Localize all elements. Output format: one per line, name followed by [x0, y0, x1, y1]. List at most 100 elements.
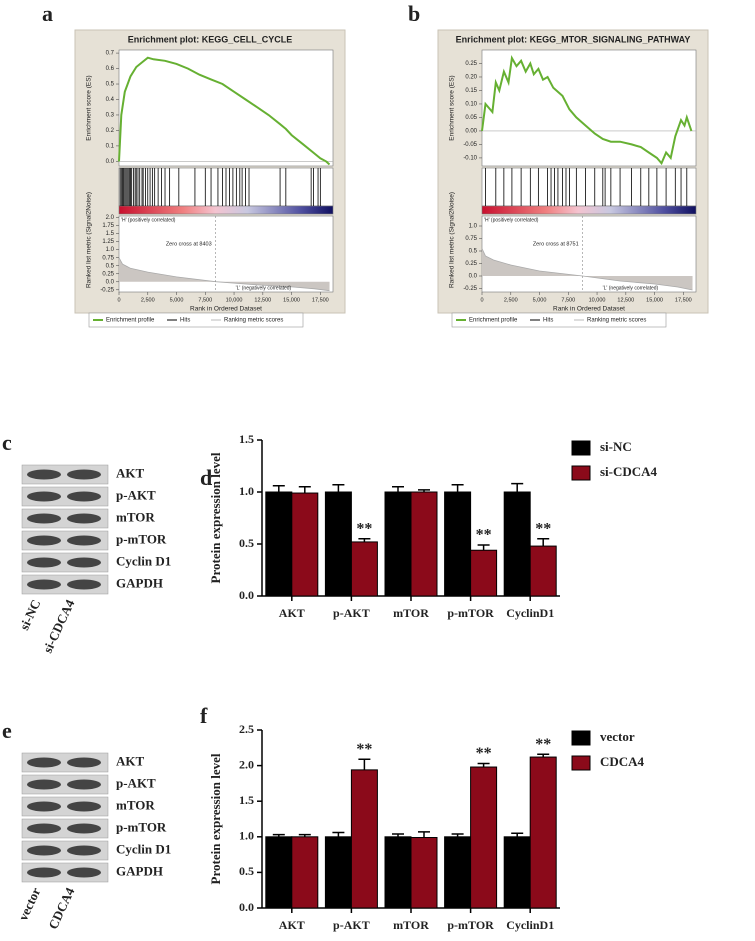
- x-tick-label: 5,000: [170, 297, 184, 303]
- significance: **: [356, 520, 372, 537]
- error-bar: [511, 482, 524, 492]
- y-tick-label: 1.75: [102, 223, 114, 229]
- blot-band: [67, 823, 101, 834]
- error-bar: [451, 833, 464, 837]
- blot-band: [27, 801, 61, 812]
- legend-swatch: [571, 730, 591, 746]
- band-label: Cyclin D1: [116, 553, 171, 568]
- y-tick-label: 1.25: [102, 239, 114, 245]
- bar: [444, 836, 472, 909]
- x-tick-label: 15,000: [646, 297, 663, 303]
- blot-band: [27, 845, 61, 856]
- y-tick-label: 1.5: [239, 432, 254, 446]
- chart-title: Enrichment plot: KEGG_MTOR_SIGNALING_PAT…: [456, 34, 691, 44]
- error-bar: [511, 832, 524, 837]
- x-axis-label: Rank in Ordered Dataset: [553, 306, 625, 313]
- blot-band: [27, 469, 61, 480]
- x-tick-label: 17,500: [312, 297, 329, 303]
- x-tick-label: 0: [117, 297, 120, 303]
- significance: **: [356, 741, 372, 758]
- bar: [350, 769, 378, 909]
- y-tick-label: 0.5: [239, 536, 254, 550]
- blot-band: [67, 469, 101, 480]
- blot-band: [27, 867, 61, 878]
- blot-band: [27, 557, 61, 568]
- legend-label: Hits: [543, 318, 553, 324]
- error-bar: [358, 758, 371, 770]
- x-tick-label: CyclinD1: [506, 606, 554, 620]
- bar: [529, 545, 557, 597]
- y-tick-label: 2.0: [239, 757, 254, 771]
- panel-letter: f: [200, 703, 208, 728]
- significance: **: [535, 520, 551, 537]
- panel-letter: a: [42, 1, 53, 26]
- x-tick-label: p-mTOR: [447, 918, 494, 932]
- y-tick-label: 0.0: [239, 588, 254, 602]
- bar: [470, 549, 498, 597]
- y-tick-label: 1.5: [239, 793, 254, 807]
- y-tick-label: 1.0: [106, 247, 115, 253]
- y-tick-label: 0.25: [465, 261, 477, 267]
- y-tick-label: 0.00: [465, 129, 477, 135]
- blot-band: [67, 491, 101, 502]
- y-axis-label: Protein expression level: [208, 753, 223, 884]
- x-tick-label: p-AKT: [333, 918, 370, 932]
- bar: [350, 541, 378, 597]
- metric-line: [481, 248, 693, 291]
- lane-label: CDCA4: [45, 885, 77, 932]
- hits-area: [481, 167, 697, 207]
- significance: **: [535, 736, 551, 753]
- error-bar: [537, 538, 550, 547]
- band-label: Cyclin D1: [116, 841, 171, 856]
- y-tick-label: 0.6: [106, 66, 115, 72]
- zero-cross-label: Zero cross at 8403: [166, 241, 212, 247]
- band-label: GAPDH: [116, 575, 163, 590]
- y-tick-label: 0.15: [465, 88, 477, 94]
- x-tick-label: 7,500: [561, 297, 575, 303]
- enrichment-curve: [118, 56, 331, 166]
- y-axis-label: Ranked list metric (Signal2Noise): [449, 192, 456, 288]
- x-tick-label: AKT: [279, 606, 305, 620]
- y-tick-label: 0.0: [106, 279, 115, 285]
- band-label: mTOR: [116, 797, 155, 812]
- bar: [410, 491, 438, 597]
- legend-label: vector: [600, 729, 635, 744]
- x-tick-label: CyclinD1: [506, 918, 554, 932]
- legend-label: si-CDCA4: [600, 464, 658, 479]
- error-bar: [332, 483, 345, 492]
- band-label: AKT: [116, 753, 145, 768]
- band-label: p-mTOR: [116, 819, 167, 834]
- rank-strip: [481, 205, 697, 215]
- blot-band: [27, 757, 61, 768]
- bar: [384, 491, 412, 597]
- y-tick-label: 2.5: [239, 722, 254, 736]
- bar: [265, 836, 293, 909]
- y-tick-label: -0.05: [463, 142, 477, 148]
- legend-swatch: [571, 440, 591, 456]
- legend-label: Ranking metric scores: [587, 318, 646, 324]
- error-bar: [477, 544, 490, 551]
- blot-band: [67, 579, 101, 590]
- enrichment-curve: [481, 55, 693, 166]
- y-tick-label: 0.75: [465, 236, 477, 242]
- error-bar: [418, 489, 430, 492]
- y-tick-label: 0.5: [106, 263, 115, 269]
- band-label: p-mTOR: [116, 531, 167, 546]
- y-tick-label: -0.10: [463, 155, 477, 161]
- pos-label: 'H' (positively correlated): [121, 217, 176, 223]
- legend-label: CDCA4: [600, 754, 645, 769]
- bar: [384, 836, 412, 909]
- band-label: AKT: [116, 465, 145, 480]
- y-tick-label: 0.0: [469, 274, 478, 280]
- x-tick-label: 12,500: [254, 297, 271, 303]
- blot-band: [27, 535, 61, 546]
- y-tick-label: 0.1: [106, 143, 115, 149]
- y-tick-label: 1.0: [239, 829, 254, 843]
- bar: [444, 491, 472, 597]
- y-tick-label: 0.25: [102, 271, 114, 277]
- y-axis-label: Enrichment score (ES): [86, 75, 93, 140]
- blot-band: [67, 801, 101, 812]
- pos-label: 'H' (positively correlated): [484, 217, 539, 223]
- error-bar: [477, 762, 490, 768]
